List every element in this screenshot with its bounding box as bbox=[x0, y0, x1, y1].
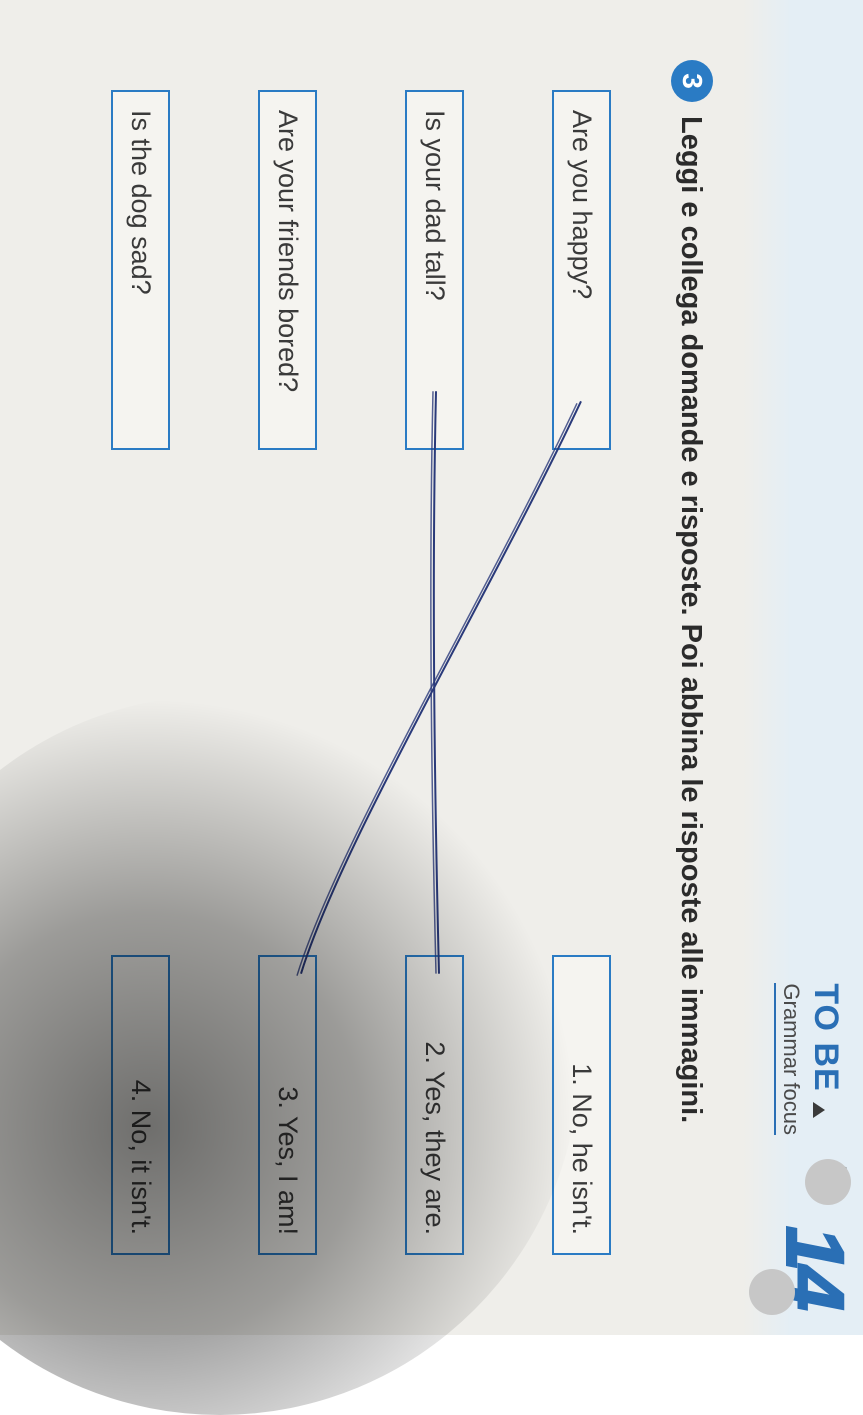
decorative-dot bbox=[749, 1269, 795, 1315]
decorative-dot bbox=[805, 1159, 851, 1205]
topic-title: TO BE bbox=[806, 983, 845, 1135]
question-box: Is the dog sad? bbox=[111, 90, 170, 450]
subtitle: Grammar focus bbox=[774, 983, 804, 1135]
answer-box: 4. No, it isn't. bbox=[111, 955, 170, 1255]
matching-area: Are you happy? Is your dad tall? Are you… bbox=[51, 90, 611, 1295]
page-rotated: TO BE Grammar focus 14 3 Leggi e collega… bbox=[0, 0, 863, 1335]
exercise-number-badge: 3 bbox=[671, 60, 713, 102]
question-box: Are you happy? bbox=[552, 90, 611, 450]
answers-column: 1. No, he isn't. 2. Yes, they are. 3. Ye… bbox=[23, 955, 611, 1255]
topic-label: TO BE bbox=[807, 983, 845, 1091]
question-box: Is your dad tall? bbox=[405, 90, 464, 450]
exercise-heading: 3 Leggi e collega domande e risposte. Po… bbox=[671, 60, 713, 1295]
answer-box: 2. Yes, they are. bbox=[405, 955, 464, 1255]
questions-column: Are you happy? Is your dad tall? Are you… bbox=[23, 90, 611, 450]
exercise: 3 Leggi e collega domande e risposte. Po… bbox=[51, 60, 713, 1295]
triangle-icon bbox=[813, 1102, 825, 1118]
header-text-block: TO BE Grammar focus bbox=[774, 983, 845, 1135]
unit-badge: 14 bbox=[753, 1155, 853, 1305]
page-header: TO BE Grammar focus 14 bbox=[743, 0, 863, 1335]
answer-box: 3. Yes, I am! bbox=[258, 955, 317, 1255]
answer-box: 1. No, he isn't. bbox=[552, 955, 611, 1255]
question-box: Are your friends bored? bbox=[258, 90, 317, 450]
exercise-instruction: Leggi e collega domande e risposte. Poi … bbox=[673, 116, 713, 1123]
